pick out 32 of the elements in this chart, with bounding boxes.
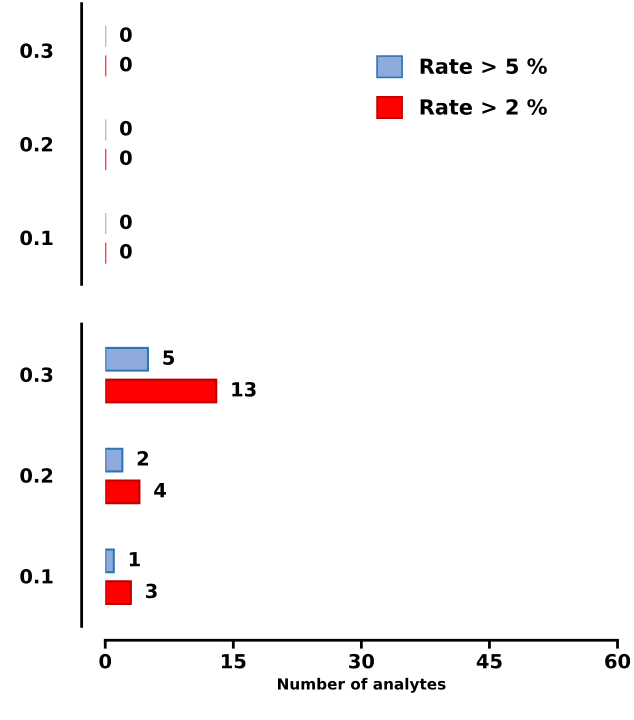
data-label: 0 [120,120,132,136]
x-axis-title: Number of analytes [278,678,446,693]
data-label: 0 [120,150,132,166]
data-label: 0 [120,244,132,259]
x-tick-label: 45 [476,654,502,669]
data-label: 5 [163,350,174,365]
y-tick-label: 0.3 [20,43,52,58]
data-label: 2 [138,451,148,466]
data-label: 0 [120,27,132,42]
x-tick-label: 15 [222,654,246,669]
y-tick-label: 0.3 [20,367,52,382]
data-label: 4 [154,483,166,498]
data-label: 13 [232,382,256,397]
y-tick-label: 0.2 [20,136,52,152]
x-tick-label: 60 [605,654,630,669]
data-label: 0 [120,56,132,72]
bar [105,548,115,574]
data-label: 1 [130,552,140,566]
data-label: 0 [120,214,132,230]
bar [105,346,149,372]
x-tick-label: 30 [349,654,374,669]
bar [105,479,140,504]
legend-label: Rate > 2 % [420,99,547,115]
y-tick-label: 0.1 [20,230,53,246]
y-tick-label: 0.2 [20,468,52,483]
y-tick-label: 0.1 [20,568,53,584]
bar [105,378,218,404]
bar [105,580,132,606]
legend-label: Rate > 5 % [420,58,547,74]
x-tick-label: 0 [99,654,112,669]
data-label: 3 [146,584,157,598]
bar [105,448,124,472]
